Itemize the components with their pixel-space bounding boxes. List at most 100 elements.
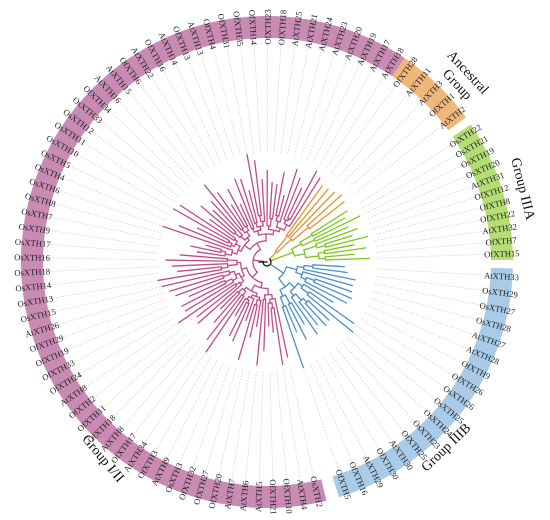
guide-g12-23 <box>57 299 164 340</box>
guide-g12-28 <box>44 266 158 272</box>
guide-g3a-5 <box>371 195 481 230</box>
guide-g12-48 <box>186 54 228 160</box>
group-g12-branch-129 <box>212 209 237 233</box>
leaf-label-g12-53: OfXTH14 <box>247 9 259 46</box>
guide-g3b-3 <box>372 290 483 322</box>
group-g12-branch-99 <box>231 252 238 255</box>
guide-g3b-14 <box>323 356 382 454</box>
group-band-g12 <box>21 15 405 509</box>
guide-g12-57 <box>287 42 310 155</box>
guide-g12-59 <box>300 49 337 158</box>
group-g12-branch-117 <box>172 208 230 242</box>
leaf-label-g12-2: OfXTH10 <box>281 478 294 514</box>
group-g3b-branch-42 <box>279 289 284 297</box>
guide-g3b-9 <box>352 331 440 404</box>
group-band-g3b <box>332 267 513 498</box>
group-g3a-branch-11 <box>314 226 349 242</box>
leaf-label-g12-56: AtXTH25 <box>290 11 304 47</box>
leaf-label-g12-29: OsXTH16 <box>14 252 51 263</box>
group-g3b-branch-10 <box>302 268 356 281</box>
group-g12-branch-0 <box>252 259 264 263</box>
group-g12-branch-101 <box>224 253 232 256</box>
leaf-label-g3b-0: AtXTH33 <box>484 270 519 282</box>
guide-g3a-0 <box>359 142 456 204</box>
guide-g12-45 <box>148 72 210 169</box>
guide-g12-13 <box>141 352 206 447</box>
group-g3b-branch-36 <box>302 297 308 303</box>
guide-g12-34 <box>55 189 164 227</box>
group-color-ring <box>21 15 513 509</box>
guide-g12-46 <box>160 65 216 166</box>
group-g3b-branch-46 <box>290 302 305 325</box>
group-g3b-branch-20 <box>304 280 348 304</box>
group-g3b-branch-39 <box>304 302 327 326</box>
guide-g12-24 <box>53 293 162 327</box>
group-g12-branch-16 <box>270 307 274 333</box>
group-g3a-branch-6 <box>310 210 348 235</box>
group-g12-branch-120 <box>179 204 235 242</box>
guide-g12-8 <box>204 367 237 477</box>
guide-g3b-5 <box>367 305 472 351</box>
group-g3a-branch-19 <box>324 234 353 245</box>
guide-g12-42 <box>115 97 193 182</box>
group-ancestral-branch-11 <box>306 194 343 227</box>
group-g12-branch-84 <box>220 266 229 269</box>
group-g12-branch-137 <box>245 225 250 232</box>
group-g3b-branch-15 <box>304 276 308 283</box>
group-g12-branch-51 <box>213 292 241 323</box>
group-g12-branch-109 <box>234 243 241 247</box>
group-g3b-branch-44 <box>284 294 291 305</box>
guide-g3a-7 <box>374 218 486 242</box>
guide-g12-29 <box>44 257 158 261</box>
group-g12-branch-177 <box>275 171 285 217</box>
guide-g3b-10 <box>346 337 430 415</box>
guide-g3b-1 <box>376 275 489 292</box>
leaf-label-g3b-1: OsXTH29 <box>482 285 519 300</box>
group-g12-branch-159 <box>246 153 260 217</box>
group-g3b-branch-0 <box>269 263 285 274</box>
group-g3b-branch-23 <box>288 282 296 289</box>
group-g12-branch-121 <box>209 218 237 240</box>
guide-ancestral-0 <box>331 81 399 174</box>
group-g12-branch-173 <box>275 220 279 228</box>
group-g3b-branch-11 <box>295 271 303 276</box>
group-g12-branch-42 <box>234 297 247 317</box>
group-g12-branch-170 <box>271 183 278 220</box>
leaf-label-g12-1: AtXTH4 <box>295 478 310 510</box>
group-g12-branch-68 <box>184 281 235 312</box>
guide-g3a-4 <box>370 184 477 225</box>
group-g12-branch-179 <box>279 168 298 223</box>
guide-g12-15 <box>119 344 195 430</box>
group-g12-branch-140 <box>227 188 249 227</box>
group-g12-branch-3 <box>245 267 263 284</box>
leaf-label-g12-30: OsXTH17 <box>15 236 52 249</box>
guide-g12-38 <box>80 139 176 203</box>
group-g3b-branch-31 <box>306 294 354 333</box>
guide-g12-12 <box>153 356 212 455</box>
group-g12-branch-40 <box>232 302 250 342</box>
group-g3b-branch-16 <box>306 276 316 282</box>
guide-g12-61 <box>313 59 362 163</box>
guide-ancestral-4 <box>353 124 443 195</box>
group-g12-branch-78 <box>169 274 224 292</box>
group-g3b-branch-19 <box>313 281 352 300</box>
group-g12-branch-187 <box>286 187 303 219</box>
guide-g12-33 <box>51 202 162 234</box>
group-g12-branch-64 <box>234 272 240 276</box>
group-g12-branch-180 <box>283 224 288 231</box>
group-g12-branch-131 <box>246 230 251 237</box>
leaf-label-g3a-10: OfXTH15 <box>484 248 520 259</box>
guide-g12-53 <box>253 39 261 153</box>
guide-g12-44 <box>137 80 204 173</box>
group-g12-branch-167 <box>269 217 272 227</box>
guide-g3a-2 <box>365 162 467 214</box>
group-g3b-branch-8 <box>312 264 345 268</box>
group-g12-branch-2 <box>251 271 258 278</box>
group-g3b-branch-2 <box>285 266 298 271</box>
group-g3a-branch-7 <box>312 217 346 237</box>
group-g12-branch-87 <box>177 266 222 273</box>
guide-g12-35 <box>60 176 166 221</box>
guide-g12-63 <box>325 73 387 170</box>
group-g12-branch-124 <box>240 235 246 241</box>
group-g12-branch-169 <box>269 181 273 220</box>
